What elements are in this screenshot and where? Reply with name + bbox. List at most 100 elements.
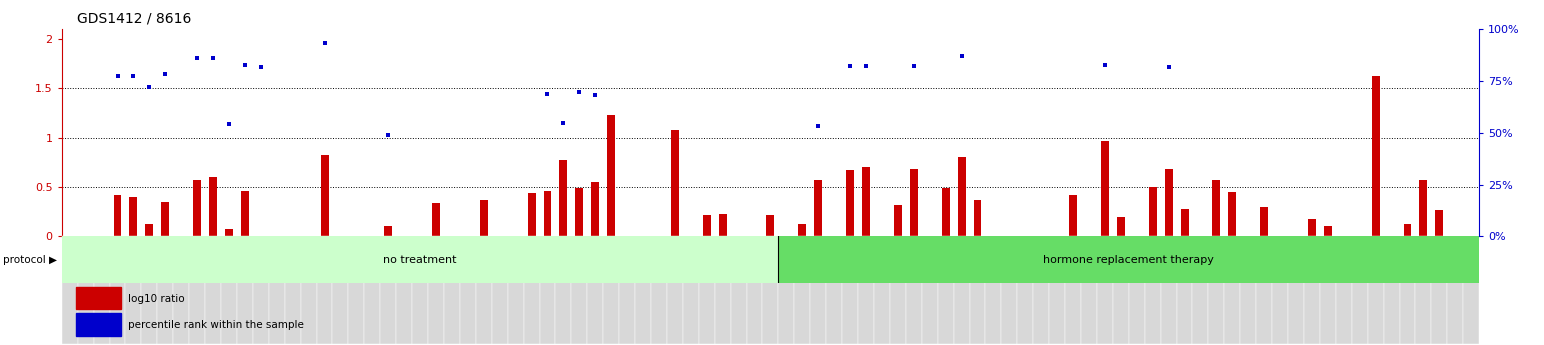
Bar (974, 200, 982, 236)
Bar (114, 195, 122, 236)
Bar (301, 236, 317, 344)
Bar (1436, 210, 1444, 236)
Bar (1399, 236, 1416, 344)
Bar (1260, 207, 1268, 236)
Bar (559, 160, 567, 236)
Bar (1351, 236, 1368, 344)
Bar (858, 236, 874, 344)
Bar (539, 236, 556, 344)
Bar (543, 191, 551, 236)
Bar (1065, 236, 1081, 344)
Bar (321, 155, 329, 236)
Bar (523, 236, 539, 344)
Bar (480, 200, 488, 236)
Bar (1419, 180, 1427, 236)
Bar (364, 236, 380, 344)
Bar (1323, 226, 1332, 236)
Bar (1149, 187, 1156, 236)
Bar (1002, 236, 1017, 344)
Bar (445, 236, 460, 344)
Bar (332, 236, 349, 344)
Bar (1320, 236, 1336, 344)
Bar (62, 236, 778, 283)
Bar (528, 193, 536, 236)
Bar (682, 236, 699, 344)
Bar (619, 236, 635, 344)
Bar (652, 236, 667, 344)
Bar (699, 236, 715, 344)
Text: no treatment: no treatment (383, 255, 457, 265)
Bar (715, 236, 730, 344)
Bar (1431, 236, 1447, 344)
Bar (814, 180, 823, 236)
Bar (667, 236, 682, 344)
Bar (672, 130, 679, 236)
Bar (1308, 219, 1315, 236)
Bar (1447, 236, 1464, 344)
Bar (1240, 236, 1257, 344)
Bar (432, 203, 440, 236)
Bar (766, 215, 775, 236)
Bar (841, 236, 858, 344)
Bar (221, 236, 236, 344)
Bar (1113, 236, 1129, 344)
Bar (1192, 236, 1209, 344)
Bar (763, 236, 778, 344)
Bar (942, 188, 950, 236)
Bar (412, 236, 428, 344)
Bar (1144, 236, 1161, 344)
Bar (225, 229, 233, 236)
Bar (397, 236, 412, 344)
Bar (635, 236, 652, 344)
Bar (1161, 236, 1177, 344)
Bar (1224, 236, 1240, 344)
Bar (1129, 236, 1144, 344)
Bar (985, 236, 1002, 344)
Bar (1212, 180, 1220, 236)
Bar (428, 236, 445, 344)
Bar (794, 236, 811, 344)
Bar (894, 205, 902, 236)
Bar (1096, 236, 1113, 344)
Bar (909, 169, 917, 236)
Bar (811, 236, 826, 344)
Bar (349, 236, 364, 344)
Bar (76, 287, 122, 309)
Bar (62, 236, 77, 344)
Bar (205, 236, 221, 344)
Bar (76, 313, 122, 336)
Bar (77, 236, 94, 344)
Bar (1209, 236, 1224, 344)
Bar (384, 226, 392, 236)
Bar (208, 177, 218, 236)
Bar (703, 215, 710, 236)
Bar (1181, 209, 1189, 236)
Bar (460, 236, 476, 344)
Bar (954, 236, 970, 344)
Bar (1164, 169, 1172, 236)
Bar (269, 236, 284, 344)
Bar (157, 236, 173, 344)
Bar (571, 236, 587, 344)
Bar (970, 236, 985, 344)
Bar (380, 236, 397, 344)
Bar (957, 157, 965, 236)
Bar (607, 115, 615, 236)
Bar (130, 197, 137, 236)
Bar (1116, 217, 1124, 236)
Bar (718, 214, 727, 236)
Bar (236, 236, 253, 344)
Bar (1416, 236, 1431, 344)
Bar (826, 236, 841, 344)
Bar (1229, 192, 1237, 236)
Bar (476, 236, 491, 344)
Bar (1336, 236, 1351, 344)
Bar (906, 236, 922, 344)
Bar (284, 236, 301, 344)
Text: log10 ratio: log10 ratio (128, 294, 185, 304)
Bar (889, 236, 906, 344)
Bar (491, 236, 508, 344)
Bar (317, 236, 332, 344)
Bar (576, 188, 584, 236)
Bar (1464, 236, 1479, 344)
